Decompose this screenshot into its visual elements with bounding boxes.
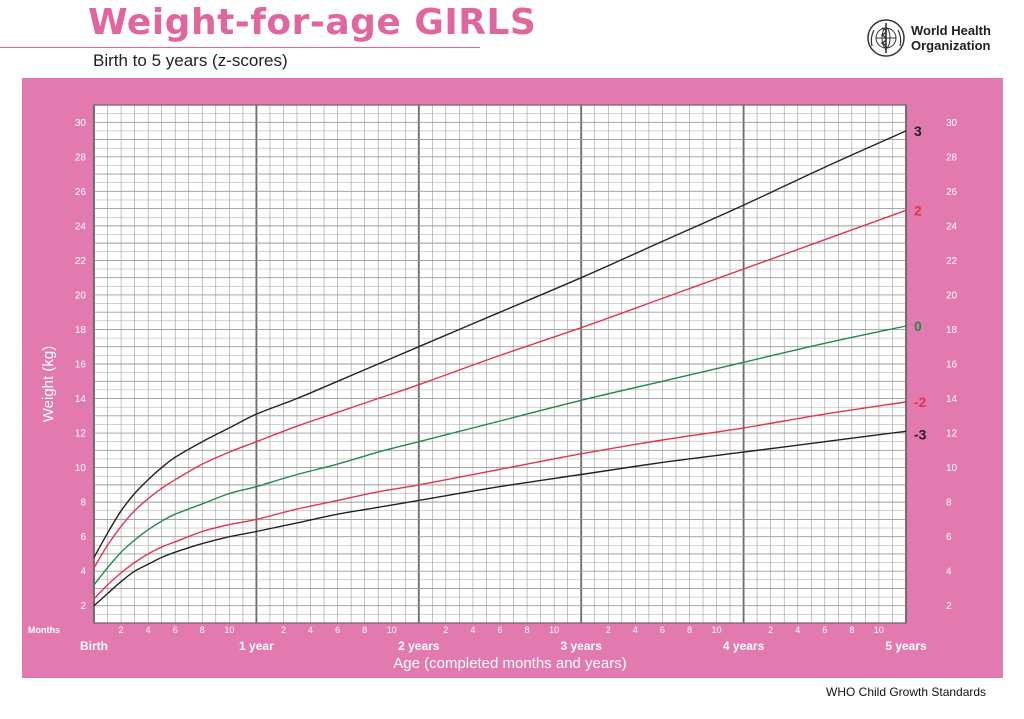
page-subtitle: Birth to 5 years (z-scores) [93,51,288,70]
y-tick-label-right: 12 [946,429,958,440]
y-tick-label-right: 6 [946,532,952,543]
y-tick-label-right: 8 [946,498,952,509]
y-tick-label-left: 8 [80,498,86,509]
y-tick-label-right: 28 [946,152,958,163]
month-tick-label: 6 [173,625,178,635]
month-tick-label: 2 [119,625,124,635]
year-tick-label: 2 years [398,639,440,653]
month-tick-label: 4 [470,625,475,635]
month-tick-label: 10 [224,625,234,635]
y-tick-label-right: 4 [946,567,952,578]
title-underline [0,47,480,48]
y-tick-label-right: 20 [946,290,958,301]
z-score-label: 2 [914,202,922,218]
y-axis-label: Weight (kg) [40,346,57,422]
month-tick-label: 10 [712,625,722,635]
month-tick-label: 4 [308,625,313,635]
month-tick-label: 4 [146,625,151,635]
z-score-label: -3 [914,426,927,442]
y-tick-label-left: 28 [75,152,87,163]
month-tick-label: 2 [281,625,286,635]
z-score-label: 0 [914,318,922,334]
month-tick-label: 10 [549,625,559,635]
month-tick-label: 10 [874,625,884,635]
y-tick-label-left: 12 [75,429,87,440]
y-tick-label-right: 16 [946,360,958,371]
y-tick-label-left: 4 [80,567,86,578]
month-tick-label: 4 [795,625,800,635]
y-tick-label-left: 22 [75,256,87,267]
month-tick-label: 4 [633,625,638,635]
y-tick-label-left: 24 [75,221,87,232]
month-tick-label: 10 [387,625,397,635]
y-tick-label-right: 18 [946,325,958,336]
month-tick-label: 6 [660,625,665,635]
y-tick-label-left: 20 [75,290,87,301]
month-tick-label: 2 [443,625,448,635]
y-tick-label-left: 2 [80,601,86,612]
z-score-line-0 [93,325,907,586]
z-score-line--3 [93,430,907,607]
y-tick-label-left: 14 [75,394,87,405]
y-tick-label-right: 26 [946,187,958,198]
z-score-label: -2 [914,394,927,410]
y-tick-label-left: 10 [75,463,87,474]
page-title: Weight-for-age GIRLS [88,2,537,43]
y-tick-label-left: 30 [75,118,87,129]
plot-border [93,104,907,624]
y-tick-label-right: 24 [946,221,958,232]
year-tick-label: 4 years [723,639,765,653]
y-tick-label-right: 14 [946,394,958,405]
year-tick-label: Birth [80,639,108,653]
y-tick-label-right: 2 [946,601,952,612]
who-emblem-icon [867,19,905,57]
z-score-line-3 [93,130,907,558]
month-tick-label: 6 [335,625,340,635]
footer-note: WHO Child Growth Standards [826,685,987,699]
y-tick-label-right: 10 [946,463,958,474]
month-tick-label: 8 [525,625,530,635]
x-axis-label: Age (completed months and years) [393,655,626,672]
year-tick-label: 3 years [561,639,603,653]
year-tick-label: 1 year [239,639,274,653]
month-tick-label: 8 [200,625,205,635]
month-tick-label: 8 [362,625,367,635]
y-tick-label-right: 22 [946,256,958,267]
organization-name-line2: Organization [911,38,991,53]
z-score-line--2 [93,401,907,600]
month-tick-label: 2 [768,625,773,635]
month-tick-label: 8 [849,625,854,635]
z-score-line-2 [93,209,907,569]
y-tick-label-right: 30 [946,118,958,129]
month-tick-label: 6 [497,625,502,635]
y-tick-label-left: 26 [75,187,87,198]
y-tick-label-left: 18 [75,325,87,336]
organization-name: World Health Organization [911,23,991,53]
month-tick-label: 8 [687,625,692,635]
y-tick-label-left: 16 [75,360,87,371]
organization-name-line1: World Health [911,23,991,38]
y-tick-label-left: 6 [80,532,86,543]
year-tick-label: 5 years [885,639,927,653]
z-score-label: 3 [914,123,922,139]
month-tick-label: 2 [606,625,611,635]
months-label: Months [28,625,60,635]
month-tick-label: 6 [822,625,827,635]
